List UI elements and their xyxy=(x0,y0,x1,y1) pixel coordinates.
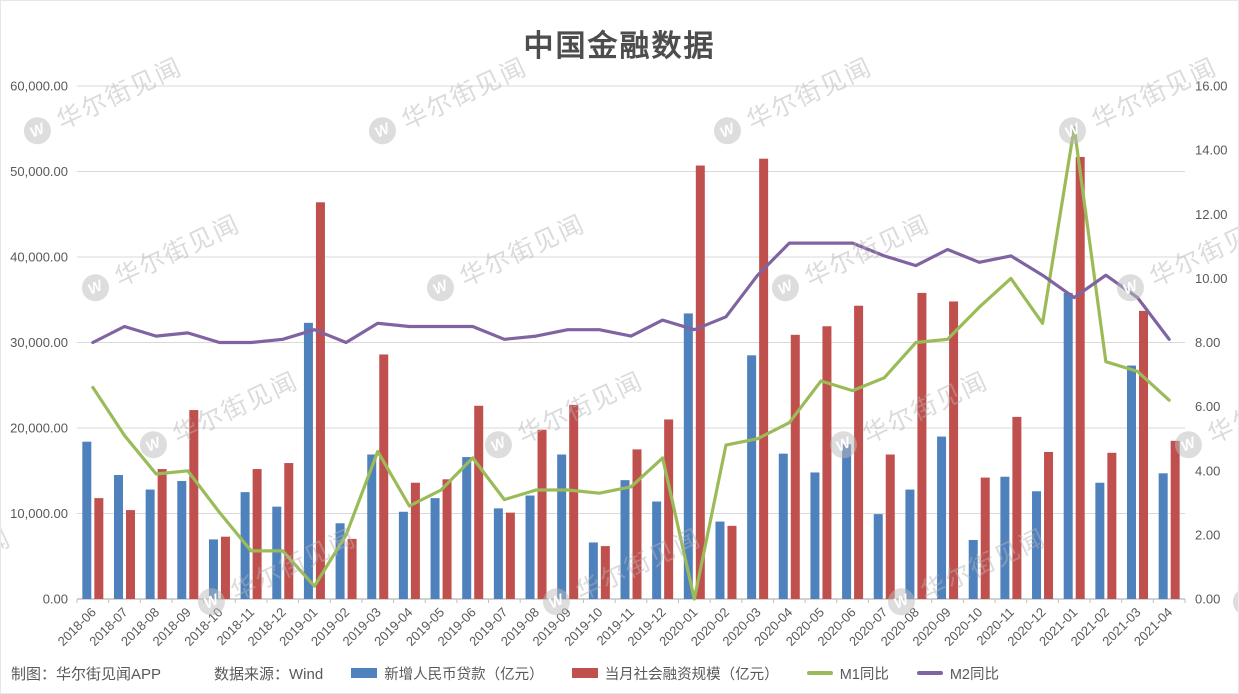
legend-item-m1: M1同比 xyxy=(806,663,889,684)
svg-text:0.00: 0.00 xyxy=(1195,592,1220,607)
tsf-bar-swatch xyxy=(571,668,598,678)
y-axis-labels-left: 0.00 10,000.00 20,000.00 30,000.00 40,000.00… xyxy=(10,79,68,607)
line-m1 xyxy=(91,126,1171,601)
svg-text:12.00: 12.00 xyxy=(1195,207,1228,222)
svg-text:16.00: 16.00 xyxy=(1195,79,1228,94)
combo-chart: 0.00 10,000.00 20,000.00 30,000.00 40,000.00… xyxy=(10,79,1228,649)
m2-legend-label: M2同比 xyxy=(949,666,999,683)
svg-text:10,000.00: 10,000.00 xyxy=(10,506,68,521)
credit-text: 制图：华尔街见闻APP xyxy=(11,665,162,683)
legend-item-m2: M2同比 xyxy=(916,663,999,684)
loans-bar-swatch xyxy=(351,668,378,678)
line-m2 xyxy=(91,241,1171,345)
chart-footer: 制图：华尔街见闻APP 数据来源：Wind 新增人民币贷款（亿元） 当月社会融资… xyxy=(11,657,1234,689)
svg-text:8.00: 8.00 xyxy=(1195,335,1220,350)
m1-legend-label: M1同比 xyxy=(839,666,889,683)
svg-text:10.00: 10.00 xyxy=(1195,271,1228,286)
svg-text:30,000.00: 30,000.00 xyxy=(10,335,68,350)
svg-text:50,000.00: 50,000.00 xyxy=(10,164,68,179)
y-axis-labels-right: 0.00 2.00 4.00 6.00 8.00 10.00 12.00 14.00 16.00 xyxy=(1195,79,1228,607)
chart-title: 中国金融数据 xyxy=(523,30,716,63)
svg-text:60,000.00: 60,000.00 xyxy=(10,79,68,94)
m2-line-swatch xyxy=(916,671,943,675)
bars-tsf xyxy=(94,156,1180,600)
svg-text:6.00: 6.00 xyxy=(1195,399,1220,414)
tsf-legend-label: 当月社会融资规模（亿元） xyxy=(604,666,779,683)
x-axis-labels: 2018-062018-072018-082018-092018-102018-… xyxy=(55,605,1176,649)
svg-text:4.00: 4.00 xyxy=(1195,463,1220,478)
bars-loans xyxy=(82,292,1168,599)
loans-legend-label: 新增人民币贷款（亿元） xyxy=(384,666,544,683)
svg-text:0.00: 0.00 xyxy=(43,592,68,607)
svg-text:14.00: 14.00 xyxy=(1195,143,1228,158)
svg-text:40,000.00: 40,000.00 xyxy=(10,250,68,265)
svg-text:20,000.00: 20,000.00 xyxy=(10,421,68,436)
legend: 新增人民币贷款（亿元） 当月社会融资规模（亿元） M1同比 M2同比 xyxy=(351,663,999,684)
legend-item-tsf: 当月社会融资规模（亿元） xyxy=(571,663,779,684)
legend-item-loans: 新增人民币贷款（亿元） xyxy=(351,663,544,684)
svg-text:2.00: 2.00 xyxy=(1195,527,1220,542)
m1-line-swatch xyxy=(806,671,833,675)
source-text: 数据来源：Wind xyxy=(214,665,324,683)
x-axis-ticks xyxy=(76,599,1186,603)
